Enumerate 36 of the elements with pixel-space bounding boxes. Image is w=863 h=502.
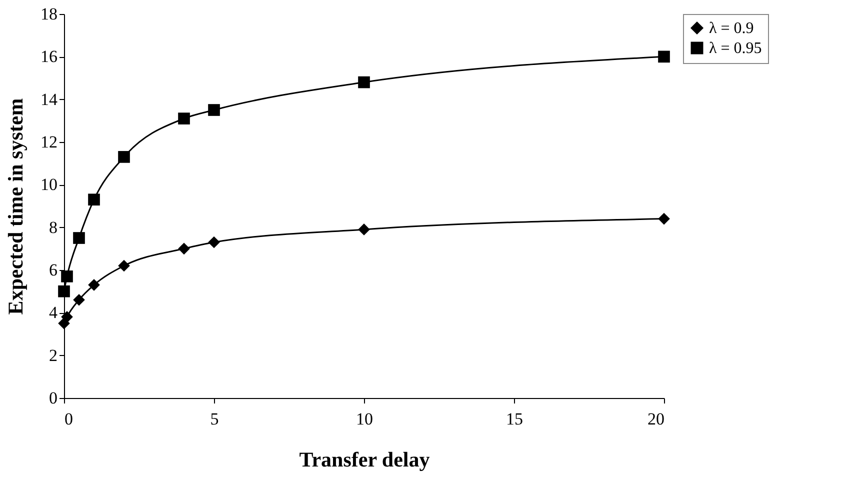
y-tick-label: 4 [49, 303, 58, 322]
y-tick-label: 14 [40, 90, 58, 109]
x-tick-label: 15 [506, 410, 523, 428]
y-axis-title: Expected time in system [4, 98, 28, 315]
point [61, 311, 73, 323]
point [658, 50, 670, 63]
x-axis-title: Transfer delay [299, 448, 430, 472]
y-tick-label: 2 [49, 346, 58, 365]
y-tick-label: 6 [49, 260, 58, 280]
y-tick-label: 12 [40, 132, 58, 152]
point [88, 194, 100, 206]
x-tick-label: 0 [64, 410, 73, 428]
y-tick-label: 16 [40, 47, 58, 66]
y-tick-label: 0 [49, 388, 58, 408]
y-tick-label: 8 [49, 218, 58, 237]
legend-label: λ = 0.9 [709, 20, 754, 37]
point [208, 104, 220, 116]
x-tick-label: 5 [210, 410, 219, 428]
x-tick-label: 10 [356, 410, 373, 428]
x-tick-label: 20 [648, 410, 664, 428]
point [73, 294, 85, 306]
point [358, 224, 370, 236]
point [88, 279, 100, 291]
y-tick-label: 18 [40, 4, 58, 24]
y-tick-label: 10 [40, 175, 58, 194]
legend-label: λ = 0.95 [709, 40, 762, 57]
point [178, 242, 190, 255]
point [118, 151, 130, 163]
point [58, 285, 70, 298]
point [178, 112, 190, 124]
point [73, 232, 85, 244]
point [118, 260, 130, 272]
point [358, 76, 370, 88]
point [208, 236, 220, 248]
point [658, 212, 670, 225]
point [61, 270, 73, 282]
